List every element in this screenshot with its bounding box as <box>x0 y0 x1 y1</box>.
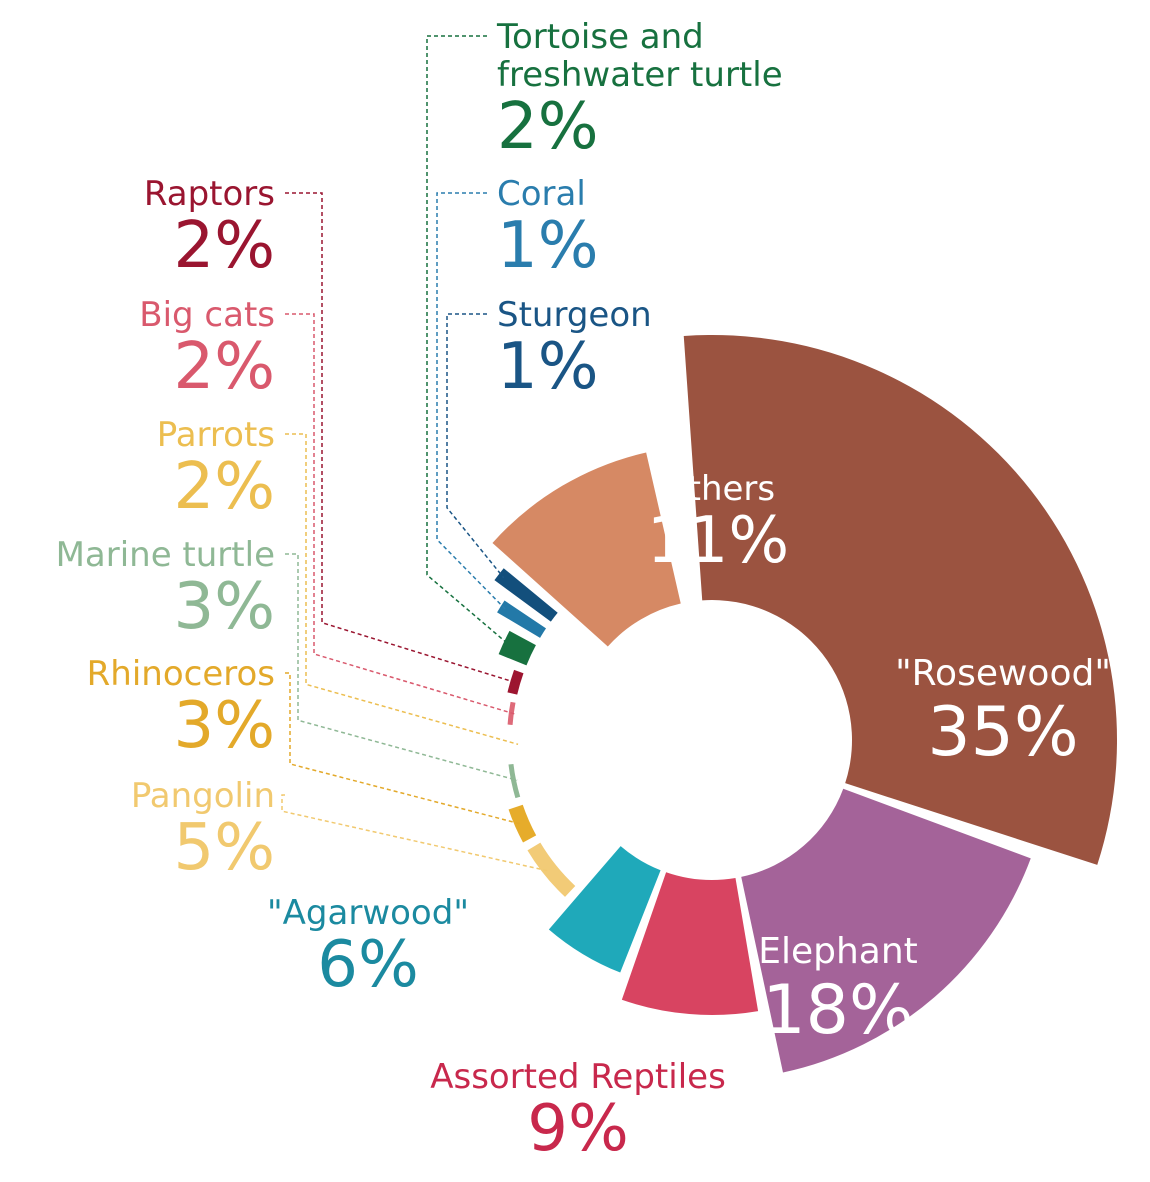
slice-name-tortoise-and-freshwater-turtle-line2: freshwater turtle <box>497 55 783 95</box>
slice-value-assorted-reptiles: 9% <box>527 1092 629 1166</box>
leader-line-coral <box>436 192 507 611</box>
slice-name-big-cats: Big cats <box>139 295 275 335</box>
slice-rosewood <box>683 335 1117 865</box>
label-rosewood: "Rosewood"35% <box>895 653 1111 772</box>
label-agarwood: "Agarwood"6% <box>267 893 469 1002</box>
slice-value-tortoise-and-freshwater-turtle: 2% <box>497 90 599 164</box>
slice-value-sturgeon: 1% <box>497 330 599 404</box>
leader-line-pangolin <box>281 794 550 872</box>
leader-line-big-cats <box>285 313 515 715</box>
slice-others <box>492 452 681 647</box>
slice-name-pangolin: Pangolin <box>131 776 275 816</box>
slice-name-agarwood: "Agarwood" <box>267 893 469 933</box>
slice-raptors <box>507 669 524 695</box>
slice-value-pangolin: 5% <box>173 811 275 885</box>
slice-value-agarwood: 6% <box>317 928 419 1002</box>
slice-name-sturgeon: Sturgeon <box>497 295 652 335</box>
slices-layer <box>492 335 1117 1073</box>
slice-value-rhinoceros: 3% <box>173 689 275 763</box>
slice-marine-turtle <box>508 763 521 799</box>
leader-line-raptors <box>285 192 517 684</box>
slice-name-rhinoceros: Rhinoceros <box>87 654 275 694</box>
slice-sturgeon <box>494 568 558 622</box>
leader-lines-layer <box>281 35 550 872</box>
slice-name-tortoise-and-freshwater-turtle-line1: Tortoise and <box>496 17 704 57</box>
slice-name-assorted-reptiles: Assorted Reptiles <box>430 1057 726 1097</box>
slice-value-marine-turtle: 3% <box>173 570 275 644</box>
slice-tortoise-and-freshwater-turtle <box>498 630 536 666</box>
slice-value-elephant: 18% <box>762 971 913 1050</box>
slice-value-others: 11% <box>647 504 789 578</box>
slice-value-rosewood: 35% <box>927 693 1078 772</box>
slice-name-rosewood: "Rosewood" <box>895 653 1111 694</box>
slice-value-parrots: 2% <box>173 450 275 524</box>
leader-line-sturgeon <box>446 313 505 579</box>
slice-parrots <box>511 733 513 756</box>
slice-name-coral: Coral <box>497 174 586 214</box>
slice-name-others: Others <box>661 469 775 509</box>
slice-name-marine-turtle: Marine turtle <box>56 535 275 575</box>
slice-pangolin <box>527 842 576 897</box>
leader-line-marine-turtle <box>285 553 518 782</box>
slice-name-elephant: Elephant <box>758 931 918 972</box>
leader-line-tortoise-and-freshwater-turtle <box>426 35 510 646</box>
slice-rhinoceros <box>508 804 537 843</box>
leader-line-rhinoceros <box>285 672 521 825</box>
slice-assorted-reptiles <box>621 872 759 1015</box>
slice-value-raptors: 2% <box>173 209 275 283</box>
slice-name-parrots: Parrots <box>157 415 275 455</box>
leader-line-parrots <box>285 433 519 746</box>
slice-coral <box>497 600 547 638</box>
slice-elephant <box>741 788 1031 1073</box>
slice-value-big-cats: 2% <box>173 330 275 404</box>
slice-name-raptors: Raptors <box>144 174 275 214</box>
slice-value-coral: 1% <box>497 209 599 283</box>
slice-agarwood <box>548 846 661 973</box>
